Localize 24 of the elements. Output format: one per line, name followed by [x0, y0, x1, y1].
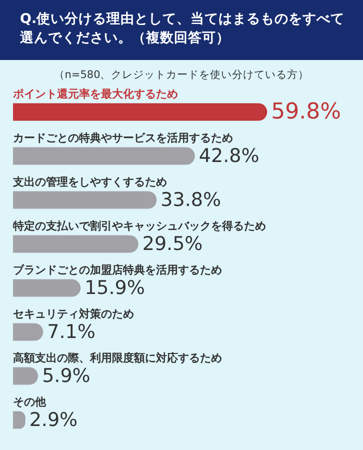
y-tick-label: 支出の管理をしやすくするため — [12, 176, 167, 189]
bar — [13, 235, 138, 253]
y-tick-label: セキュリティ対策のため — [13, 308, 134, 321]
chart-subtitle: （n=580、クレジットカードを使い分けている方） — [52, 68, 310, 82]
data-label: 59.8% — [271, 100, 342, 125]
bar — [13, 103, 268, 121]
y-tick-label: 特定の支払いで割引やキャッシュバックを得るため — [12, 220, 266, 233]
data-label: 33.8% — [160, 188, 222, 211]
chart-title: Q.使い分ける理由として、当てはまるものをすべて選んでください。（複数回答可） — [0, 0, 363, 60]
bar — [13, 323, 44, 341]
data-label: 42.8% — [198, 144, 260, 167]
data-label: 2.9% — [29, 408, 78, 431]
bar — [13, 147, 195, 165]
data-label: 29.5% — [142, 232, 203, 255]
data-label: 5.9% — [42, 364, 90, 387]
data-label: 7.1% — [47, 320, 96, 343]
bar — [13, 191, 157, 209]
y-tick-label: その他 — [13, 396, 47, 409]
bar — [13, 279, 81, 297]
data-label: 15.9% — [84, 276, 145, 299]
y-tick-label: ポイント還元率を最大化するため — [12, 88, 178, 101]
y-tick-label: 高額支出の際、利用限度額に対応するため — [13, 352, 222, 365]
y-tick-label: ブランドごとの加盟店特典を活用するため — [13, 264, 222, 277]
y-tick-label: カードごとの特典やサービスを活用するため — [13, 132, 233, 145]
